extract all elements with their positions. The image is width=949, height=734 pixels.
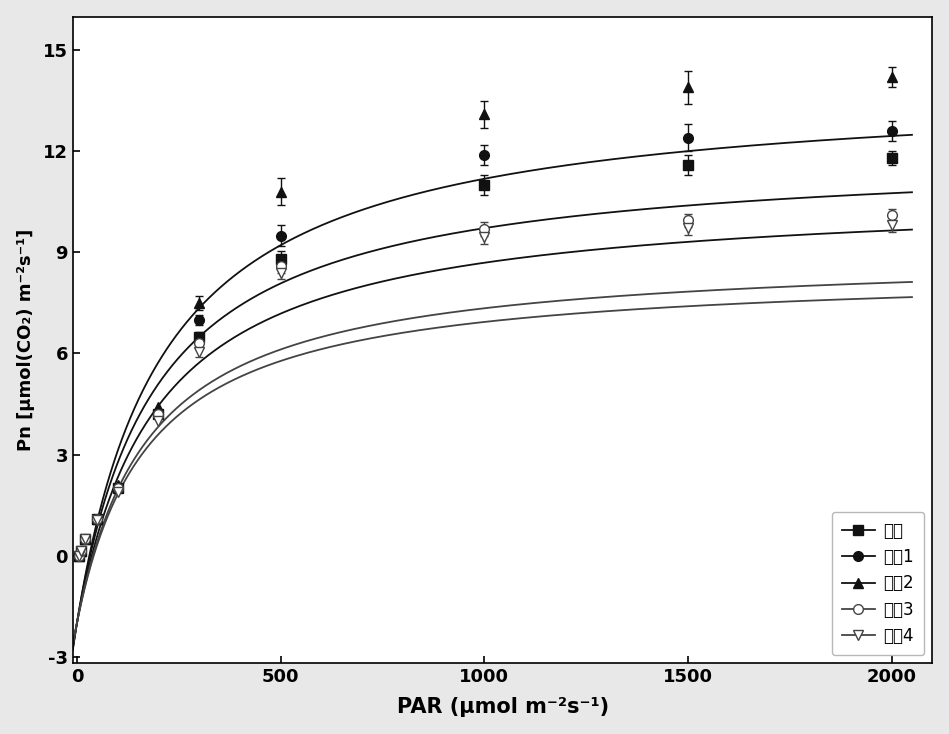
Legend: 对照, 处理1, 处理2, 处理3, 处理4: 对照, 处理1, 处理2, 处理3, 处理4	[831, 512, 924, 655]
X-axis label: PAR (μmol m⁻²s⁻¹): PAR (μmol m⁻²s⁻¹)	[397, 697, 608, 717]
Y-axis label: Pn [μmol(CO₂) m⁻²s⁻¹]: Pn [μmol(CO₂) m⁻²s⁻¹]	[17, 229, 35, 451]
